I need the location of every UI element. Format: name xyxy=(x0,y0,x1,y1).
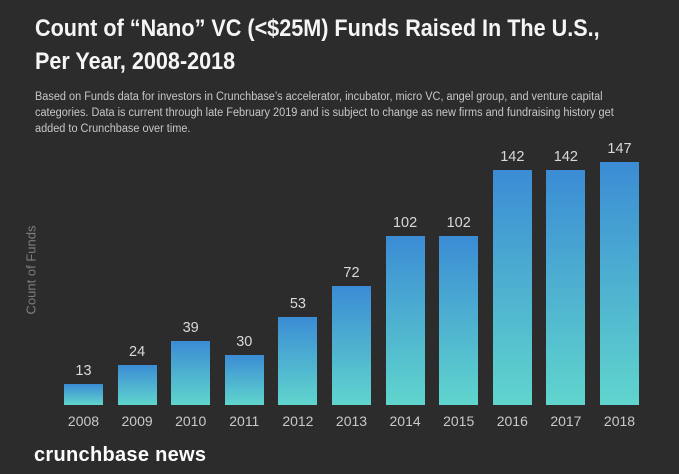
chart-title: Count of “Nano” VC (<$25M) Funds Raised … xyxy=(35,12,600,78)
bar-column-2014: 102 2014 xyxy=(385,215,425,429)
bar xyxy=(332,286,371,405)
bar-value-label: 102 xyxy=(446,215,471,231)
bar xyxy=(278,317,318,405)
bar-column-2008: 13 2008 xyxy=(64,363,104,429)
bar-value-label: 39 xyxy=(182,320,199,336)
bar xyxy=(117,365,157,405)
x-tick-label: 2014 xyxy=(389,413,421,429)
x-tick-label: 2011 xyxy=(229,413,260,429)
bar-value-label: 142 xyxy=(553,149,578,165)
x-tick-label: 2013 xyxy=(335,413,368,429)
bar-column-2009: 24 2009 xyxy=(117,344,157,429)
bar-column-2010: 39 2010 xyxy=(171,320,211,429)
bar xyxy=(439,236,479,405)
bar-column-2011: 30 2011 xyxy=(224,334,264,429)
chart-title-line-2: Per Year, 2008-2018 xyxy=(35,48,236,75)
chart-title-line-1: Count of “Nano” VC (<$25M) Funds Raised … xyxy=(35,15,600,42)
bar-column-2016: 142 2016 xyxy=(492,149,532,429)
bar-value-label: 30 xyxy=(236,334,253,350)
x-tick-label: 2018 xyxy=(603,413,636,429)
x-tick-label: 2015 xyxy=(443,413,475,429)
bar xyxy=(546,170,586,405)
bar-value-label: 24 xyxy=(129,344,146,360)
bar-column-2015: 102 2015 xyxy=(439,215,479,429)
bar xyxy=(492,170,532,405)
crunchbase-news-logo: crunchbase news xyxy=(34,444,207,466)
x-tick-label: 2010 xyxy=(175,413,207,429)
bar-value-label: 72 xyxy=(343,265,360,281)
chart-subtitle-line-2: categories. Data is current through late… xyxy=(35,107,614,119)
bar-column-2018: 147 2018 xyxy=(600,141,640,429)
bar-value-label: 102 xyxy=(392,215,418,231)
x-tick-label: 2016 xyxy=(496,413,528,429)
chart-subtitle-line-1: Based on Funds data for investors in Cru… xyxy=(35,91,603,103)
x-tick-label: 2008 xyxy=(67,413,100,429)
bar-column-2013: 72 2013 xyxy=(332,265,372,429)
bar-value-label: 142 xyxy=(500,149,525,165)
x-tick-label: 2009 xyxy=(121,413,153,429)
x-tick-label: 2012 xyxy=(282,413,314,429)
y-axis-label: Count of Funds xyxy=(23,225,39,315)
bar-column-2012: 53 2012 xyxy=(278,296,318,429)
bar xyxy=(385,236,425,405)
bar xyxy=(64,384,103,405)
bar xyxy=(224,355,264,405)
bar xyxy=(600,162,639,405)
bar-value-label: 147 xyxy=(607,141,632,157)
chart-subtitle: Based on Funds data for investors in Cru… xyxy=(35,89,614,137)
x-tick-label: 2017 xyxy=(550,413,582,429)
bar-value-label: 13 xyxy=(75,363,92,379)
bar-column-2017: 142 2017 xyxy=(546,149,586,429)
bar xyxy=(171,341,211,405)
bar-value-label: 53 xyxy=(289,296,306,312)
chart-subtitle-line-3: added to Crunchbase over time. xyxy=(35,123,191,135)
